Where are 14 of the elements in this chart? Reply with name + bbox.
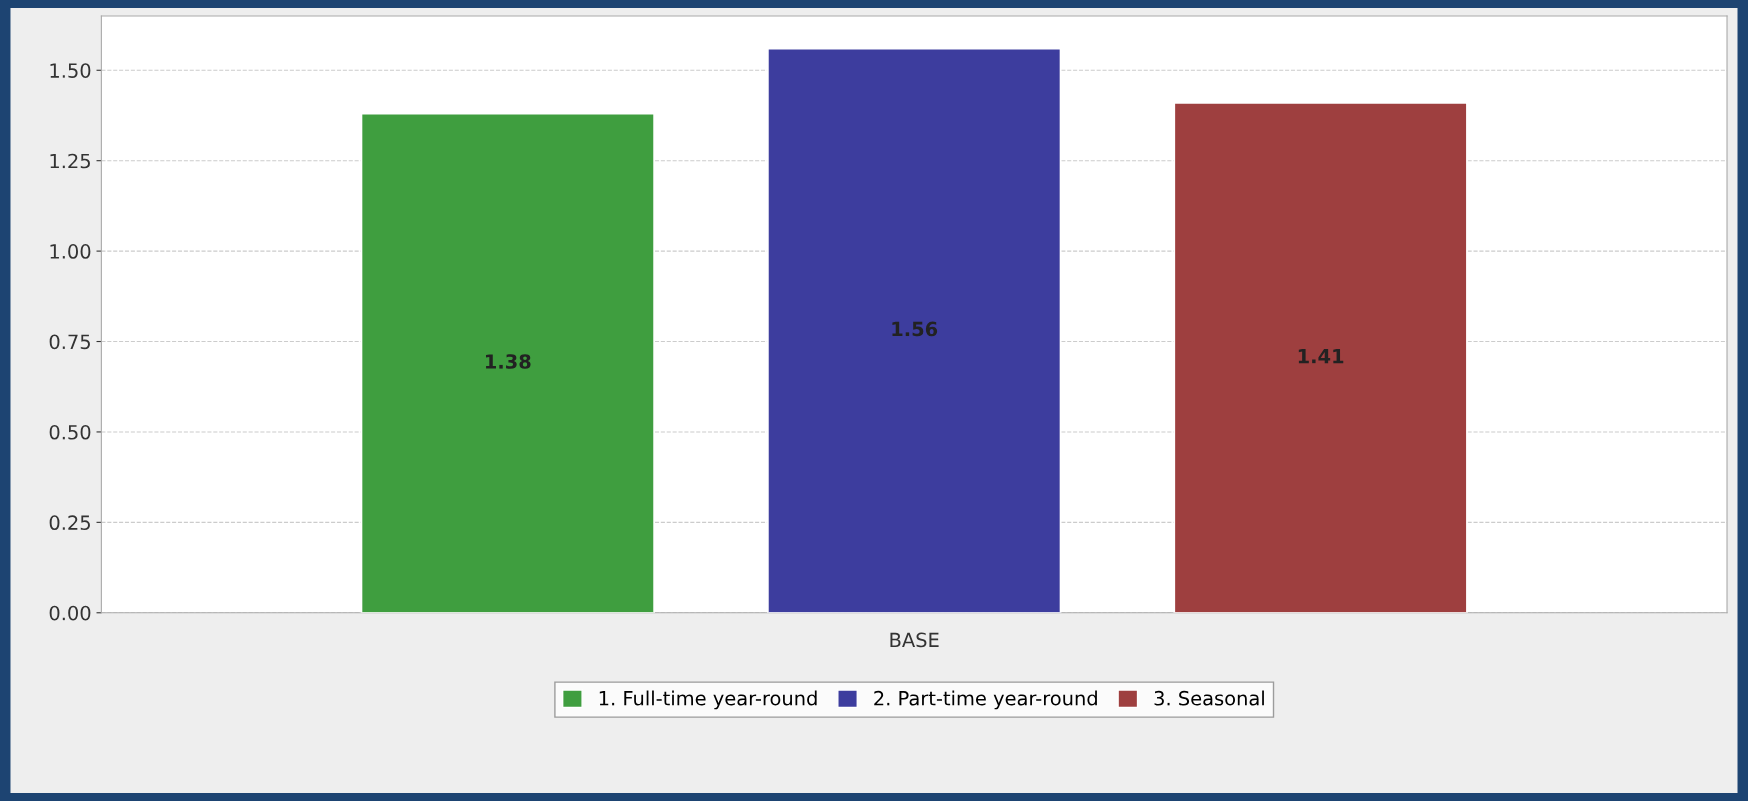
data-label: 1.41 <box>1298 348 1344 364</box>
y-tick-label: 1.00 <box>50 244 91 259</box>
y-tick-label: 0.75 <box>49 334 90 350</box>
y-tick-label: 0.00 <box>49 605 91 621</box>
x-tick-label: BASE <box>890 632 939 648</box>
data-label: 1.56 <box>892 321 938 337</box>
y-tick-label: 1.25 <box>50 153 90 169</box>
data-label: 1.38 <box>486 354 531 369</box>
y-tick-label: 0.25 <box>49 515 90 531</box>
y-tick-label: 1.50 <box>50 63 91 78</box>
y-tick-label: 0.50 <box>49 424 91 440</box>
legend-label: 2. Part-time year-round <box>874 690 1097 710</box>
legend-label: 1. Full-time year-round <box>599 690 817 710</box>
legend-label: 3. Seasonal <box>1154 690 1264 706</box>
